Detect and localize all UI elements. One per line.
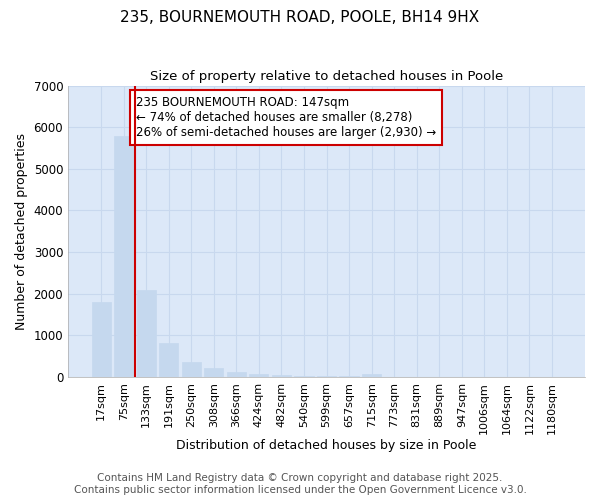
Bar <box>92 302 110 377</box>
Text: Contains HM Land Registry data © Crown copyright and database right 2025.
Contai: Contains HM Land Registry data © Crown c… <box>74 474 526 495</box>
Bar <box>317 376 336 377</box>
Bar <box>137 290 156 377</box>
Bar <box>250 374 268 377</box>
Bar <box>227 372 246 377</box>
Title: Size of property relative to detached houses in Poole: Size of property relative to detached ho… <box>150 70 503 83</box>
Y-axis label: Number of detached properties: Number of detached properties <box>15 133 28 330</box>
Bar <box>340 376 359 377</box>
Bar <box>159 343 178 377</box>
Text: 235, BOURNEMOUTH ROAD, POOLE, BH14 9HX: 235, BOURNEMOUTH ROAD, POOLE, BH14 9HX <box>121 10 479 25</box>
Bar <box>204 368 223 377</box>
Bar <box>362 374 381 377</box>
Bar <box>272 374 291 377</box>
Bar <box>114 136 133 377</box>
Bar <box>182 362 201 377</box>
Text: 235 BOURNEMOUTH ROAD: 147sqm
← 74% of detached houses are smaller (8,278)
26% of: 235 BOURNEMOUTH ROAD: 147sqm ← 74% of de… <box>136 96 436 139</box>
Bar <box>295 376 314 377</box>
X-axis label: Distribution of detached houses by size in Poole: Distribution of detached houses by size … <box>176 440 477 452</box>
